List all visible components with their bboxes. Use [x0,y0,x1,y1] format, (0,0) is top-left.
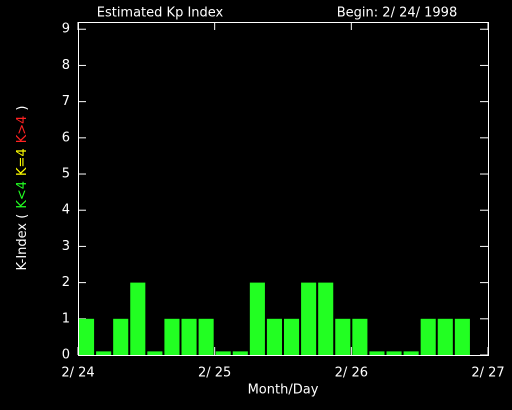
y-tick-label: 2 [62,275,70,290]
y-tick-label: 1 [62,311,70,326]
y-tick-label: 7 [62,94,70,109]
y-tick-label: 8 [62,58,70,73]
bar [79,318,95,355]
bar [232,351,248,355]
chart-subtitle: Begin: 2/ 24/ 1998 [337,6,457,21]
y-tick-label: 0 [62,348,70,363]
bar [215,351,231,355]
y-axis-label: K-Index ( K<4 K=4 K>4) [15,105,30,270]
y-tick-label: 6 [62,130,70,145]
bar [352,318,368,355]
bar [403,351,419,355]
bar [130,282,146,355]
x-axis-label: Month/Day [248,383,319,398]
y-label-part: ) [15,105,30,110]
y-label-part: K>4 [15,116,30,144]
bar [284,318,300,355]
y-label-part: K-Index ( [15,214,30,271]
bar [198,318,214,355]
bar [113,318,129,355]
chart-title: Estimated Kp Index [97,6,224,21]
bar [147,351,163,355]
plot-frame [78,22,489,356]
bar [369,351,385,355]
bar [386,351,402,355]
y-label-part: K<4 [15,181,30,209]
x-tick-label: 2/ 27 [471,366,504,381]
bar [437,318,453,355]
y-tick-label: 3 [62,239,70,254]
bar [335,318,351,355]
x-tick-label: 2/ 26 [335,366,368,381]
bar [266,318,282,355]
bar [181,318,197,355]
x-tick-label: 2/ 24 [61,366,94,381]
bar [454,318,470,355]
x-tick-label: 2/ 25 [198,366,231,381]
bar [96,351,112,355]
bar [249,282,265,355]
bar [301,282,317,355]
bar [420,318,436,355]
bar [318,282,334,355]
bar [164,318,180,355]
y-tick-label: 5 [62,167,70,182]
y-tick-label: 9 [62,22,70,37]
y-label-part: K=4 [15,148,30,176]
y-tick-label: 4 [62,203,70,218]
